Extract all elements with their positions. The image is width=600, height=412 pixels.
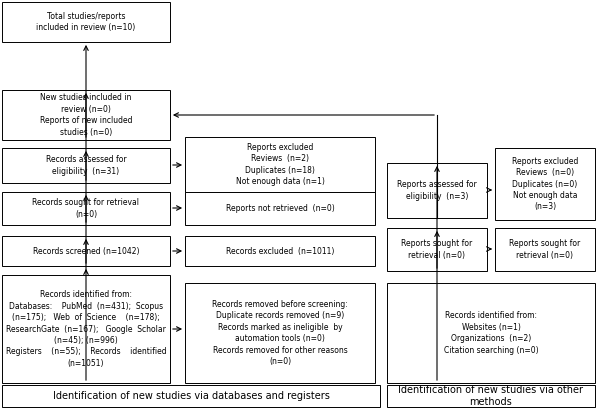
Text: Identification of new studies via databases and registers: Identification of new studies via databa… [53, 391, 329, 401]
FancyBboxPatch shape [387, 163, 487, 218]
FancyBboxPatch shape [185, 137, 375, 192]
FancyBboxPatch shape [185, 236, 375, 266]
Text: Total studies/reports
included in review (n=10): Total studies/reports included in review… [37, 12, 136, 32]
FancyBboxPatch shape [495, 148, 595, 220]
Text: New studies included in
review (n=0)
Reports of new included
studies (n=0): New studies included in review (n=0) Rep… [40, 94, 132, 137]
FancyBboxPatch shape [387, 228, 487, 271]
FancyBboxPatch shape [387, 283, 595, 383]
Text: Records excluded  (n=1011): Records excluded (n=1011) [226, 246, 334, 255]
Text: Records sought for retrieval
(n=0): Records sought for retrieval (n=0) [32, 198, 139, 219]
FancyBboxPatch shape [2, 90, 170, 140]
Text: Records assessed for
eligibility  (n=31): Records assessed for eligibility (n=31) [46, 155, 127, 176]
Text: Reports not retrieved  (n=0): Reports not retrieved (n=0) [226, 204, 334, 213]
Text: Identification of new studies via other
methods: Identification of new studies via other … [398, 384, 583, 407]
Text: Reports assessed for
eligibility  (n=3): Reports assessed for eligibility (n=3) [397, 180, 477, 201]
FancyBboxPatch shape [2, 385, 380, 407]
Text: Reports excluded
Reviews  (n=0)
Duplicates (n=0)
Not enough data
(n=3): Reports excluded Reviews (n=0) Duplicate… [512, 157, 578, 211]
FancyBboxPatch shape [2, 192, 170, 225]
FancyBboxPatch shape [2, 236, 170, 266]
Text: Records identified from:
Databases:    PubMed  (n=431);  Scopus
(n=175);   Web  : Records identified from: Databases: PubM… [5, 290, 166, 368]
Text: Records screened (n=1042): Records screened (n=1042) [33, 246, 139, 255]
FancyBboxPatch shape [2, 2, 170, 42]
FancyBboxPatch shape [2, 275, 170, 383]
Text: Records removed before screening:
Duplicate records removed (n=9)
Records marked: Records removed before screening: Duplic… [212, 300, 348, 366]
Text: Reports excluded
Reviews  (n=2)
Duplicates (n=18)
Not enough data (n=1): Reports excluded Reviews (n=2) Duplicate… [236, 143, 325, 186]
FancyBboxPatch shape [387, 385, 595, 407]
FancyBboxPatch shape [495, 228, 595, 271]
FancyBboxPatch shape [2, 148, 170, 183]
Text: Records identified from:
Websites (n=1)
Organizations  (n=2)
Citation searching : Records identified from: Websites (n=1) … [443, 311, 538, 355]
Text: Reports sought for
retrieval (n=0): Reports sought for retrieval (n=0) [509, 239, 581, 260]
FancyBboxPatch shape [185, 192, 375, 225]
FancyBboxPatch shape [185, 283, 375, 383]
Text: Reports sought for
retrieval (n=0): Reports sought for retrieval (n=0) [401, 239, 473, 260]
